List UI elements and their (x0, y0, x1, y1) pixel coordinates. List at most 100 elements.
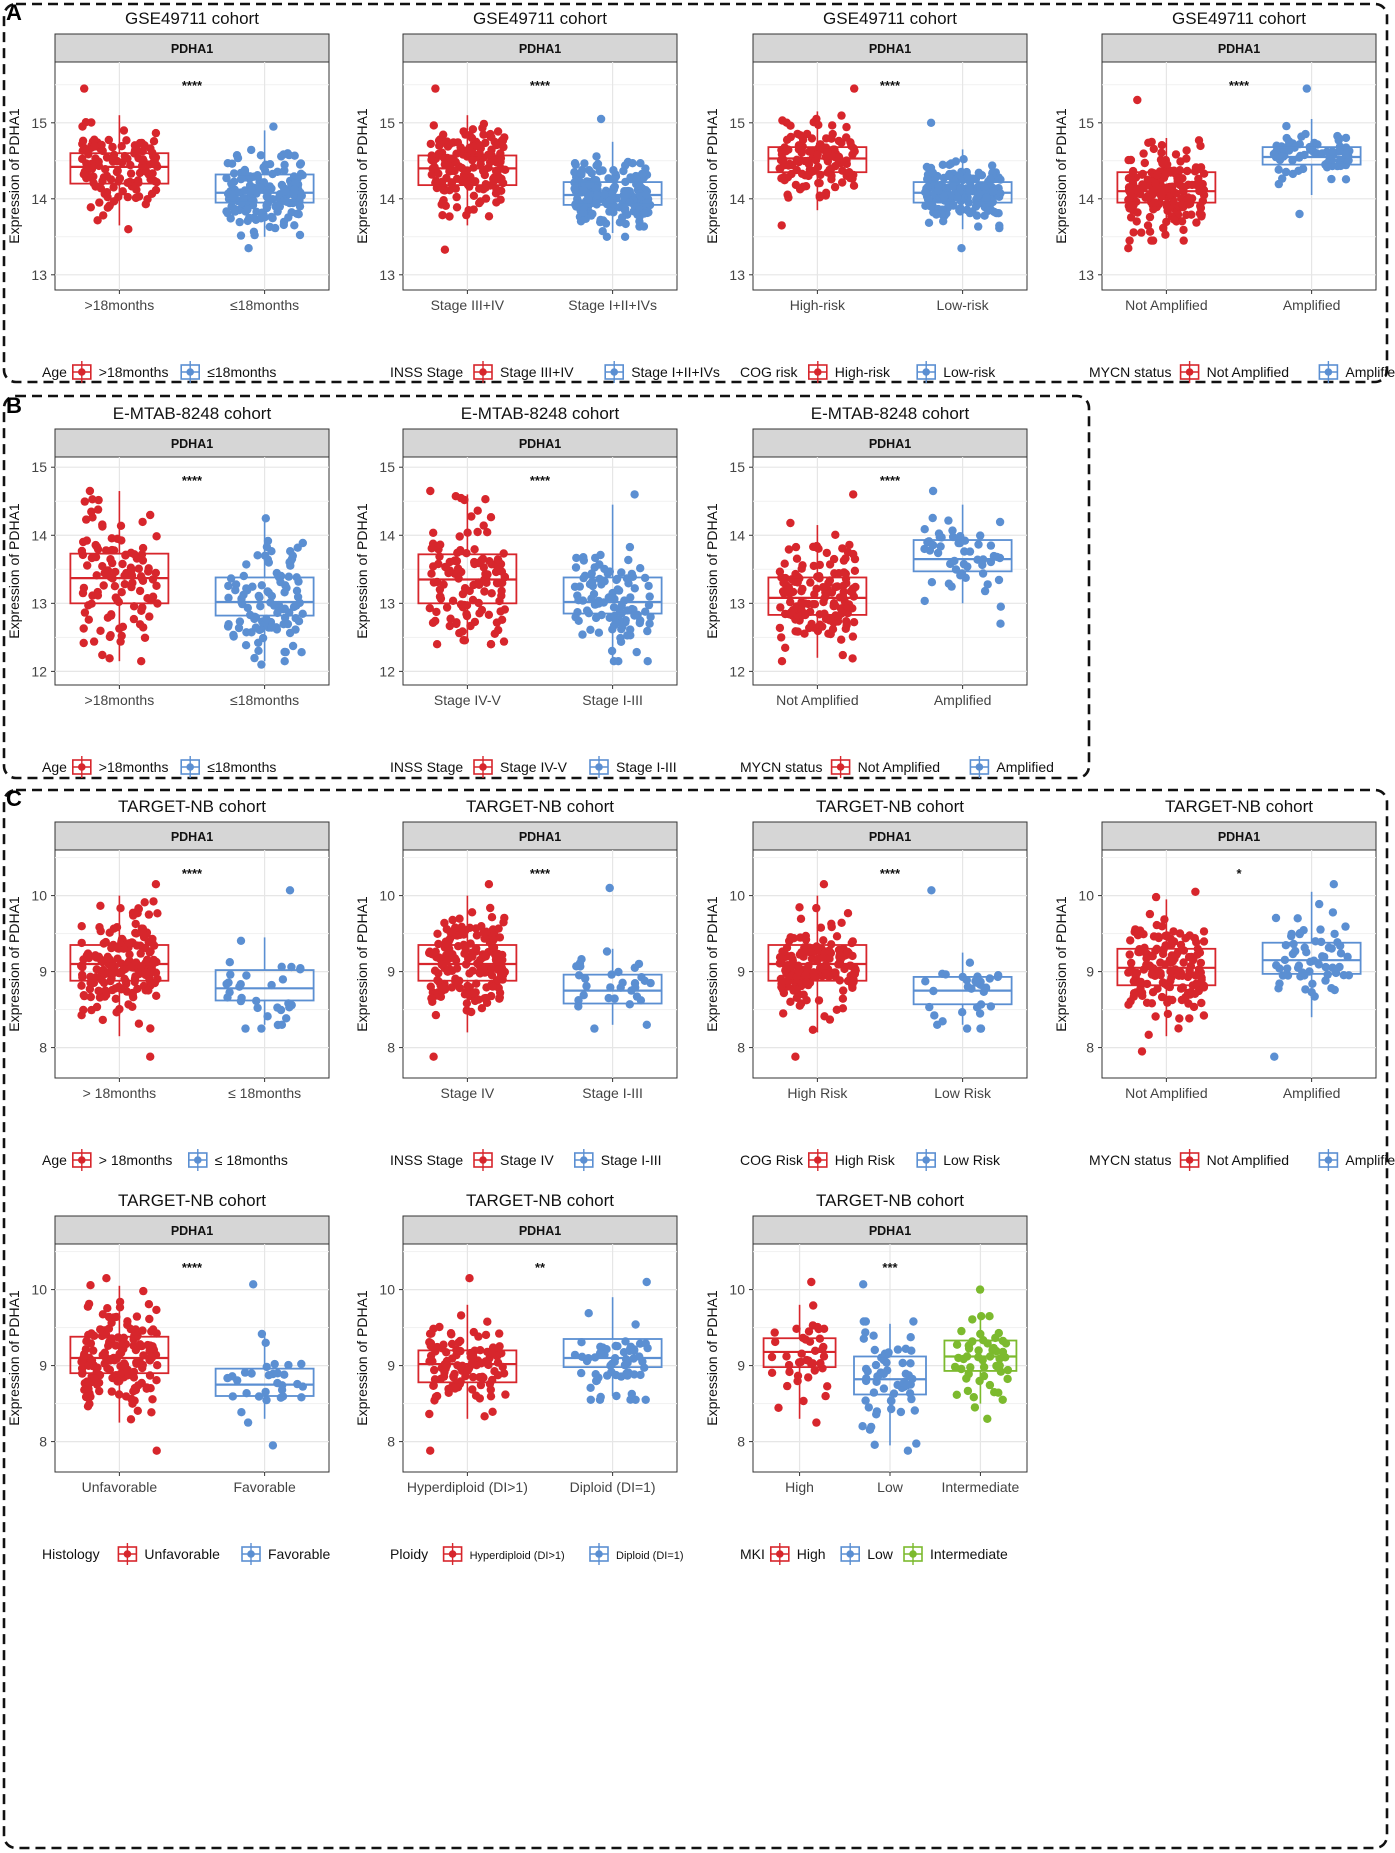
data-point (930, 1011, 939, 1020)
data-point (425, 1329, 435, 1339)
data-point (1184, 999, 1193, 1008)
data-point (241, 1024, 250, 1033)
data-point (974, 540, 983, 549)
data-point (887, 1396, 896, 1406)
data-point (264, 1371, 273, 1380)
data-point (262, 1395, 271, 1405)
data-point (93, 587, 102, 597)
facet-strip-label: PDHA1 (869, 42, 911, 56)
significance-label: **** (530, 866, 551, 881)
data-point (108, 558, 117, 568)
legend: MYCN status Not Amplified Amplified (1089, 361, 1395, 383)
data-point (837, 635, 846, 644)
data-point (615, 218, 625, 227)
data-point (1194, 174, 1203, 183)
data-point (288, 641, 298, 651)
data-point (120, 965, 130, 974)
data-point (237, 1408, 246, 1417)
data-point (1335, 962, 1344, 972)
legend-key-dot (78, 1156, 86, 1164)
data-point (95, 198, 104, 207)
data-point (235, 217, 244, 227)
data-point (588, 209, 597, 219)
data-point (96, 926, 105, 936)
data-point (816, 923, 826, 932)
legend: MYCN status Not Amplified Amplified (740, 756, 1054, 778)
y-tick-label: 15 (1078, 115, 1094, 131)
data-point (121, 550, 130, 559)
data-point (471, 988, 480, 997)
data-point (819, 936, 828, 945)
data-point (236, 231, 246, 240)
data-point (440, 160, 449, 169)
data-point (151, 880, 161, 889)
data-point (994, 575, 1004, 585)
data-point (277, 962, 286, 971)
data-point (107, 610, 116, 619)
data-point (463, 528, 472, 537)
data-point (781, 147, 790, 156)
panel-letter: B (6, 393, 22, 418)
data-point (882, 1358, 891, 1367)
data-point (957, 1326, 966, 1336)
data-point (1190, 989, 1200, 998)
data-point (587, 594, 596, 603)
chart-14: TARGET-NB cohort PDHA1 8 9 10 Expression of P… (704, 1191, 1028, 1565)
data-point (253, 551, 262, 560)
data-point (795, 903, 804, 912)
data-point (801, 935, 811, 944)
data-point (247, 145, 256, 155)
data-point (107, 1318, 116, 1328)
data-point (501, 1390, 510, 1399)
data-point (977, 1312, 986, 1321)
data-point (247, 1369, 256, 1378)
data-point (972, 211, 982, 220)
data-point (806, 607, 815, 616)
data-point (287, 962, 296, 972)
data-point (933, 1020, 942, 1029)
data-point (1167, 951, 1177, 960)
data-point (630, 611, 639, 620)
data-point (489, 174, 498, 184)
data-point (462, 609, 471, 619)
y-tick-label: 9 (39, 964, 47, 980)
data-point (429, 1381, 438, 1391)
box (562, 1338, 663, 1369)
data-point (969, 1393, 978, 1402)
data-point (1142, 998, 1152, 1007)
data-point (782, 1352, 791, 1361)
data-point (785, 159, 794, 169)
legend-item-label: Not Amplified (1207, 1152, 1289, 1168)
data-point (138, 929, 148, 939)
data-point (93, 1363, 102, 1372)
data-point (296, 159, 306, 168)
data-point (224, 593, 233, 602)
data-point (962, 1024, 972, 1033)
data-point (995, 221, 1004, 230)
data-point (901, 1344, 910, 1354)
data-point (95, 1386, 104, 1396)
data-point (605, 883, 614, 893)
data-point (255, 593, 264, 602)
data-point (282, 1014, 291, 1023)
x-tick-label: Stage I-III (582, 1085, 643, 1101)
data-point (1341, 133, 1351, 143)
significance-label: **** (182, 78, 203, 93)
data-point (456, 546, 465, 555)
chart-title: TARGET-NB cohort (118, 1191, 266, 1210)
facet-strip (752, 821, 1028, 851)
significance-label: **** (880, 866, 901, 881)
y-tick-label: 13 (1078, 267, 1094, 283)
y-axis-label: Expression of PDHA1 (1053, 896, 1069, 1032)
y-axis-label: Expression of PDHA1 (354, 503, 370, 639)
data-point (1144, 138, 1153, 147)
box (69, 1335, 170, 1375)
data-point (476, 197, 485, 206)
data-point (117, 142, 126, 151)
x-tick-label: Favorable (233, 1479, 295, 1495)
data-point (278, 605, 288, 614)
data-point (611, 1370, 621, 1380)
data-point (263, 1012, 272, 1021)
x-tick-label: Not Amplified (1125, 297, 1207, 313)
data-point (592, 152, 601, 161)
